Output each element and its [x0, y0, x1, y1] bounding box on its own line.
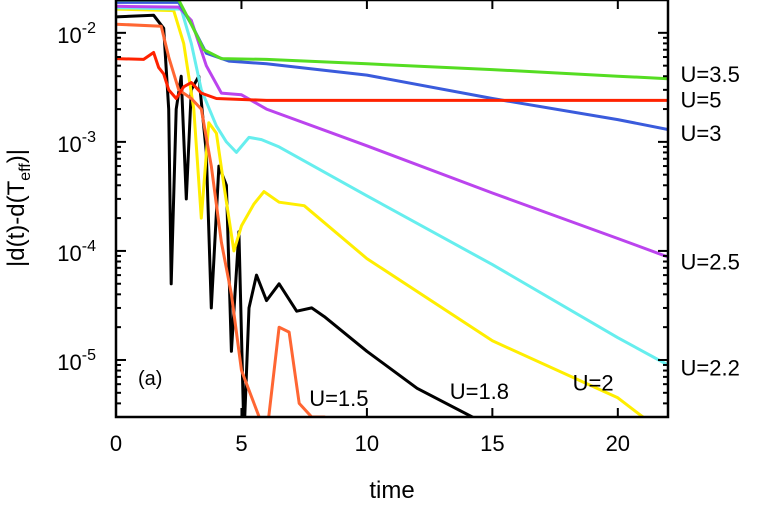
curve-label: U=2.5: [681, 249, 740, 274]
series-line-u-1-5: [116, 13, 474, 417]
x-tick-label: 0: [110, 431, 122, 456]
x-axis-label: time: [369, 477, 414, 504]
series-line-u-1-8: [116, 7, 645, 417]
curve-label: U=1.8: [450, 379, 509, 404]
series-line-u-2-2: [116, 4, 668, 259]
curve-label: U=2: [573, 371, 614, 396]
y-axis-label-sub: eff: [17, 163, 34, 181]
curve-label: U=3.5: [681, 62, 740, 87]
y-tick-label: 10-5: [57, 347, 96, 375]
curve-label: U=5: [681, 87, 722, 112]
series-layer: [116, 0, 668, 417]
y-tick-label: 10-3: [57, 129, 96, 157]
y-axis-label: |d(t)-d(Teff)|: [3, 149, 34, 267]
x-tick-label: 10: [355, 431, 379, 456]
curve-label: U=1.5: [309, 386, 368, 411]
series-line-u-5: [116, 51, 668, 102]
series-line-u-3: [116, 0, 668, 81]
x-tick-label: 20: [606, 431, 630, 456]
y-tick-label: 10-4: [57, 238, 96, 266]
x-tick-label: 15: [480, 431, 504, 456]
panel-label: (a): [138, 368, 162, 390]
series-line-u-3-5: [116, 22, 326, 417]
y-tick-label: 10-2: [57, 20, 96, 48]
y-axis-label-main: |d(t)-d(T: [3, 180, 30, 267]
plot-frame: [114, 0, 670, 419]
x-axis: 0 5 10 15 20: [110, 0, 630, 456]
curve-labels: U=3.5U=5 U=3 U=2.5 U=2.2 U=1.5 U=1.8 U=2: [309, 62, 740, 411]
y-axis-label-end: )|: [3, 149, 30, 163]
series-line-u-2: [116, 6, 668, 367]
curve-label: U=3: [681, 121, 722, 146]
y-axis: 10-2 10-3 10-4 10-5: [57, 0, 668, 418]
curve-label: U=2.2: [681, 356, 740, 381]
x-tick-label: 5: [235, 431, 247, 456]
